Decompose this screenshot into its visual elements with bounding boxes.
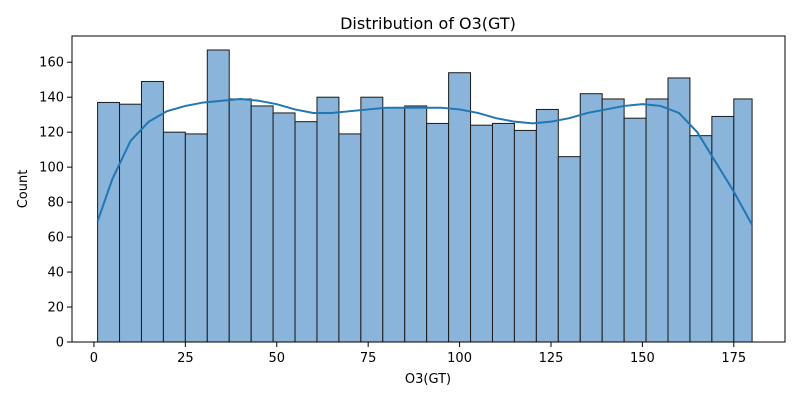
histogram-bar: [645, 98, 669, 343]
kde-curve: [96, 97, 753, 226]
histogram-bar: [470, 124, 493, 343]
x-ticks-group: 0 25 50 75 100 125 150 175: [90, 342, 746, 366]
x-tick-label: 125: [539, 351, 564, 366]
histogram-bar: [184, 133, 208, 343]
histogram-bar: [579, 93, 603, 343]
histogram-bar: [426, 122, 450, 343]
histogram-bar: [272, 112, 296, 343]
histogram-bar: [667, 77, 691, 343]
x-tick-label: 175: [721, 351, 746, 366]
x-axis-label: O3(GT): [405, 372, 451, 387]
histogram-bar: [491, 122, 515, 343]
histogram-bar: [535, 108, 559, 343]
histogram-bar: [250, 105, 274, 343]
y-tick-label: 60: [47, 231, 64, 246]
x-tick-label: 150: [630, 351, 655, 366]
x-tick-label: 75: [360, 351, 377, 366]
histogram-bar: [294, 121, 318, 343]
y-axis-label: Count: [16, 170, 31, 209]
histogram-bar: [360, 96, 384, 343]
y-tick-label: 160: [39, 56, 64, 71]
histogram-bar: [513, 129, 537, 343]
histogram-bar: [228, 98, 252, 343]
histogram-bar: [404, 105, 428, 343]
histogram-bar: [206, 49, 230, 343]
histogram-bar: [623, 117, 647, 343]
chart-title: Distribution of O3(GT): [340, 14, 516, 33]
plot-frame: [71, 35, 786, 343]
y-tick-label: 140: [39, 91, 64, 106]
x-tick-label: 50: [268, 351, 285, 366]
histogram-bar: [711, 115, 735, 343]
x-tick-label: 0: [90, 351, 98, 366]
y-tick-label: 20: [47, 301, 64, 316]
y-tick-label: 0: [56, 336, 64, 351]
histogram-bar: [557, 156, 581, 343]
histogram-bar: [316, 96, 340, 343]
y-tick-label: 100: [39, 161, 64, 176]
bars-group: [97, 49, 753, 343]
histogram-bar: [97, 101, 121, 343]
axes-group: [71, 35, 786, 343]
y-tick-label: 80: [47, 196, 64, 211]
y-tick-label: 40: [47, 266, 64, 281]
histogram-bar: [448, 72, 472, 343]
histogram-bar: [338, 133, 362, 343]
y-tick-label: 120: [39, 126, 64, 141]
histogram-bar: [162, 131, 186, 343]
x-tick-label: 25: [177, 351, 194, 366]
histogram-bar: [382, 107, 406, 343]
y-ticks-group: 0 20 40 60 80 100 120 140 160: [39, 56, 72, 351]
x-tick-label: 100: [447, 351, 472, 366]
histogram-bar: [689, 135, 713, 343]
histogram-bar: [601, 98, 625, 343]
